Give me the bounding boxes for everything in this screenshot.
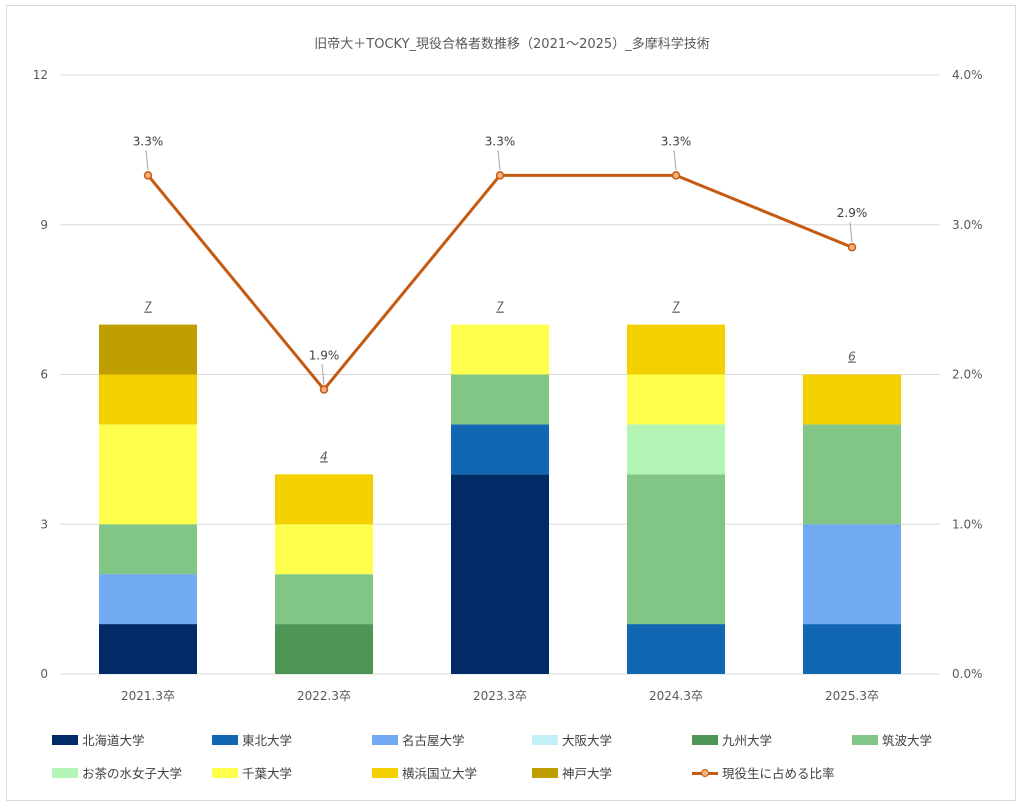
- bar-segment: [451, 324, 549, 375]
- bar-total-label: 7: [496, 300, 504, 314]
- ratio-line: 3.3% 1.9% 3.3% 3.3% 2.9%: [133, 134, 868, 394]
- bar-segment: [275, 474, 373, 525]
- x-tick-label: 2024.3卒: [649, 689, 703, 703]
- ratio-point: [143, 171, 153, 180]
- leader-line: [497, 150, 501, 171]
- y-tick-label: 3: [40, 517, 48, 531]
- bar-segment: [275, 624, 373, 674]
- ratio-label: 3.3%: [661, 134, 692, 148]
- ratio-point: [847, 242, 857, 252]
- bar-segment: [451, 474, 549, 674]
- y2-tick-label: 4.0%: [952, 68, 983, 82]
- bar-total-label: 4: [320, 449, 328, 463]
- bar-segment: [803, 524, 901, 625]
- bar-segment: [99, 374, 197, 425]
- ratio-point: [319, 385, 329, 394]
- y-tick-label: 6: [40, 368, 48, 382]
- bar-totals: 7 4 7 7 6: [144, 300, 856, 464]
- leader-line: [673, 150, 677, 171]
- bar-segment: [99, 524, 197, 575]
- x-tick-label: 2023.3卒: [473, 689, 527, 703]
- ratio-label: 1.9%: [309, 348, 340, 362]
- bar-segment: [275, 574, 373, 625]
- bar-segment: [99, 324, 197, 375]
- bar-segment: [99, 574, 197, 625]
- x-tick-label: 2025.3卒: [825, 689, 879, 703]
- leader-line: [849, 222, 853, 243]
- bar-segment: [627, 324, 725, 375]
- bar-segment: [451, 424, 549, 475]
- bar-segment: [627, 624, 725, 674]
- y-tick-label: 9: [40, 218, 48, 232]
- y2-tick-label: 2.0%: [952, 368, 983, 382]
- y-tick-label: 0: [40, 667, 48, 681]
- bar-segment: [627, 424, 725, 475]
- y2-tick-label: 3.0%: [952, 218, 983, 232]
- bar-total-label: 7: [672, 300, 680, 314]
- x-tick-label: 2021.3卒: [121, 689, 175, 703]
- chart-title: 旧帝大＋TOCKY_現役合格者数推移（2021～2025）_多摩科学技術: [314, 36, 709, 52]
- axis-labels: 0 3 6 9 12 0.0% 1.0% 2.0% 3.0% 4.0% 2021.3卒 2022.3卒…: [33, 68, 983, 703]
- y-tick-label: 12: [33, 68, 48, 82]
- ratio-label: 3.3%: [133, 134, 164, 148]
- bar-segment: [803, 424, 901, 525]
- y2-tick-label: 0.0%: [952, 667, 983, 681]
- leader-line: [145, 150, 149, 171]
- bar-total-label: 6: [848, 350, 856, 364]
- ratio-label: 2.9%: [837, 206, 868, 220]
- x-tick-label: 2022.3卒: [297, 689, 351, 703]
- bar-total-label: 7: [144, 300, 152, 314]
- bar-segment: [275, 524, 373, 575]
- bar-segment: [99, 624, 197, 674]
- ratio-label: 3.3%: [485, 134, 516, 148]
- leader-line: [321, 364, 325, 385]
- bar-segment: [99, 424, 197, 525]
- ratio-point: [495, 171, 505, 180]
- ratio-point: [671, 171, 681, 180]
- y2-tick-label: 1.0%: [952, 517, 983, 531]
- stacked-bars: [99, 324, 901, 674]
- bar-segment: [803, 624, 901, 674]
- bar-segment: [803, 374, 901, 425]
- bar-segment: [451, 374, 549, 425]
- bar-segment: [627, 374, 725, 425]
- bar-segment: [627, 474, 725, 625]
